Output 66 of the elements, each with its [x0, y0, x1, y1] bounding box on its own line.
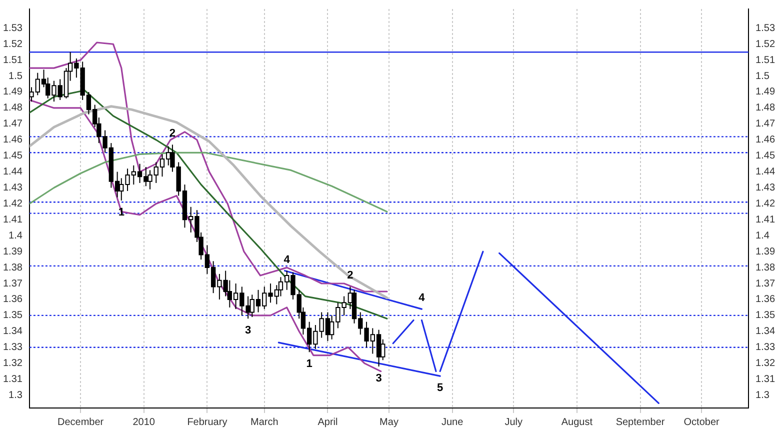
y2-tick-label: 1.46: [756, 134, 776, 146]
x-tick-label: April: [318, 416, 338, 428]
y2-tick-label: 1.4: [756, 230, 770, 242]
annotation: 3: [244, 324, 252, 337]
x-tick-label: July: [504, 416, 523, 428]
y2-tick-label: 1.47: [756, 118, 776, 130]
y2-tick-label: 1.32: [756, 358, 776, 370]
x-tick-label: December: [57, 416, 104, 428]
y2-tick-label: 1.53: [756, 22, 776, 34]
y-tick-label: 1.52: [2, 38, 23, 50]
y-tick-label: 1.42: [2, 198, 23, 210]
y-tick-label: 1.5: [8, 70, 23, 82]
annotation: 1: [306, 358, 312, 370]
y-tick-label: 1.34: [2, 326, 23, 338]
x-tick-label: May: [380, 416, 398, 428]
y-tick-label: 1.33: [2, 342, 23, 354]
y2-tick-label: 1.41: [756, 214, 776, 226]
y2-tick-label: 1.34: [756, 326, 776, 338]
x-tick-label: 2010: [132, 416, 156, 428]
y-tick-label: 1.45: [2, 150, 23, 162]
y-tick-label: 1.46: [2, 134, 23, 146]
annotation: 2: [347, 270, 354, 282]
y-tick-label: 1.37: [2, 278, 23, 290]
y2-tick-label: 1.36: [756, 294, 776, 306]
y-tick-label: 1.4: [8, 230, 23, 242]
y-tick-label: 1.51: [2, 54, 23, 66]
y2-tick-label: 1.37: [756, 278, 776, 290]
y2-tick-label: 1.3: [756, 390, 770, 401]
annotation: 3: [376, 372, 382, 385]
y-tick-label: 1.41: [2, 214, 23, 226]
y2-tick-label: 1.49: [756, 86, 776, 98]
annotation: 5: [437, 382, 444, 394]
y-tick-label: 1.3: [8, 390, 23, 401]
y2-tick-label: 1.39: [756, 246, 776, 258]
x-tick-label: March: [250, 416, 278, 428]
y2-tick-label: 1.42: [756, 198, 776, 210]
y-tick-label: 1.35: [2, 310, 23, 322]
y-tick-label: 1.47: [2, 118, 23, 130]
y-tick-label: 1.44: [2, 166, 23, 178]
y-tick-label: 1.39: [2, 246, 23, 258]
y2-tick-label: 1.38: [756, 262, 776, 274]
y-tick-label: 1.43: [2, 182, 23, 194]
y2-tick-label: 1.33: [756, 342, 776, 354]
y-tick-label: 1.31: [2, 374, 23, 386]
y-tick-label: 1.48: [2, 102, 23, 114]
y2-tick-label: 1.52: [756, 38, 776, 50]
x-tick-label: August: [561, 416, 593, 428]
x-tick-label: September: [616, 416, 666, 428]
y-tick-label: 1.32: [2, 358, 23, 370]
y-tick-label: 1.36: [2, 294, 23, 306]
y-tick-label: 1.49: [2, 86, 23, 98]
y2-tick-label: 1.35: [756, 310, 776, 322]
y2-tick-label: 1.48: [756, 102, 776, 114]
y2-tick-label: 1.43: [756, 182, 776, 194]
x-tick-label: October: [684, 416, 720, 428]
y2-tick-label: 1.44: [756, 166, 776, 178]
y-tick-label: 1.38: [2, 262, 23, 274]
y2-tick-label: 1.51: [756, 54, 776, 66]
annotation: 4: [284, 254, 291, 266]
x-tick-label: June: [441, 416, 464, 428]
y-tick-label: 1.53: [2, 22, 23, 34]
y2-tick-label: 1.45: [756, 150, 776, 162]
annotation: 4: [418, 292, 426, 304]
y2-tick-label: 1.31: [756, 374, 776, 386]
y2-tick-label: 1.5: [756, 70, 770, 82]
x-tick-label: February: [187, 416, 228, 428]
